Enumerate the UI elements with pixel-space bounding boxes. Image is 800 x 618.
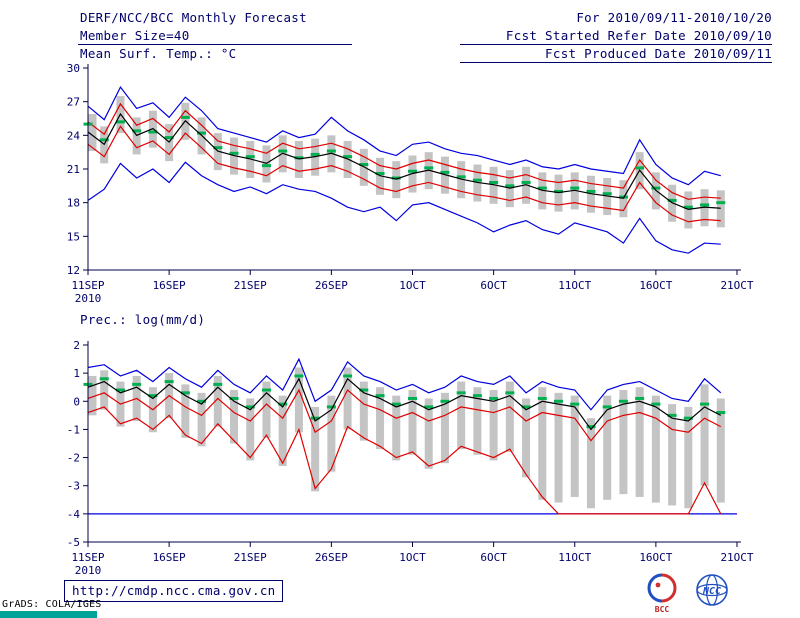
svg-text:21SEP: 21SEP [234,551,267,564]
member-size-label: Member Size=40 [80,28,190,43]
svg-text:21: 21 [67,163,80,176]
bcc-logo-blue-swirl [647,573,663,603]
source-url-box: http://cmdp.ncc.cma.gov.cn [64,580,284,602]
svg-text:-3: -3 [67,480,80,493]
svg-text:16OCT: 16OCT [639,551,672,564]
svg-text:11OCT: 11OCT [558,551,591,564]
svg-text:1: 1 [73,367,80,380]
svg-text:26SEP: 26SEP [315,551,348,564]
refer-date-label: Fcst Started Refer Date 2010/09/10 [505,28,772,43]
page-title: DERF/NCC/BCC Monthly Forecast [80,10,307,25]
svg-text:21OCT: 21OCT [720,279,753,292]
svg-text:2010: 2010 [75,564,102,575]
svg-text:15: 15 [67,230,80,243]
source-url-text: http://cmdp.ncc.cma.gov.cn [72,583,276,598]
svg-text:16SEP: 16SEP [153,551,186,564]
bcc-logo-dot [655,582,661,588]
svg-text:2: 2 [73,339,80,352]
svg-text:26SEP: 26SEP [315,279,348,292]
bcc-logo: BCC [647,573,677,614]
svg-text:11SEP: 11SEP [71,551,104,564]
grads-credit: GrADS: COLA/IGES [2,599,102,610]
svg-text:-2: -2 [67,452,80,465]
forecast-range-label: For 2010/09/11-2010/10/20 [576,10,772,25]
precipitation-plot-label: Prec.: log(mm/d) [80,312,206,327]
produced-date-label: Fcst Produced Date 2010/09/11 [545,46,772,61]
svg-text:-5: -5 [67,536,80,549]
header-divider [460,62,772,63]
svg-text:30: 30 [67,62,80,75]
bcc-logo-red-swirl [661,573,677,603]
svg-text:6OCT: 6OCT [480,551,507,564]
svg-text:0: 0 [73,395,80,408]
svg-text:24: 24 [67,129,81,142]
svg-text:2010: 2010 [75,292,102,305]
svg-text:16SEP: 16SEP [153,279,186,292]
svg-text:-4: -4 [67,508,81,521]
svg-text:21SEP: 21SEP [234,279,267,292]
bcc-logo-caption: BCC [655,605,670,614]
ncc-logo: NCC [696,574,728,606]
temperature-chart: 12 15 18 21 24 27 30 11SEP 16SEP 21SEP 26SEP 1OCT 6O… [67,62,754,305]
svg-text:16OCT: 16OCT [639,279,672,292]
svg-text:6OCT: 6OCT [480,279,507,292]
svg-text:1OCT: 1OCT [399,279,426,292]
grads-color-bar [0,611,97,618]
svg-text:11OCT: 11OCT [558,279,591,292]
svg-text:21OCT: 21OCT [720,551,753,564]
temperature-plot-label: Mean Surf. Temp.: °C [80,46,237,61]
header-divider [78,44,352,45]
precipitation-chart: -5 -4 -3 -2 -1 0 1 2 11SEP 16SEP 21SEP 26SEP 1OCT 6OC… [67,339,754,575]
svg-text:18: 18 [67,197,80,210]
ncc-logo-caption: NCC [702,586,721,597]
svg-text:1OCT: 1OCT [399,551,426,564]
svg-text:27: 27 [67,96,80,109]
svg-text:11SEP: 11SEP [71,279,104,292]
ncc-logo-longitude-line [705,574,719,606]
svg-text:12: 12 [67,264,80,277]
svg-text:-1: -1 [67,423,80,436]
ncc-logo-latitude-line [696,583,728,597]
header-divider [460,44,772,45]
